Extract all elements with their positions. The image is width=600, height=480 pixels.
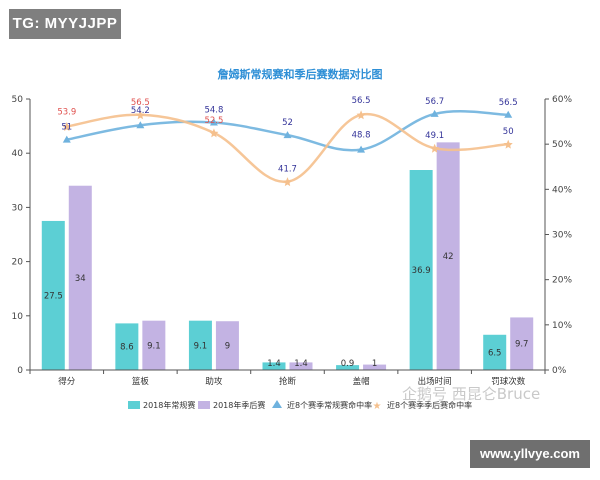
y-left-tick-label: 40 (12, 149, 24, 159)
y-right-tick-label: 30% (552, 231, 572, 241)
bar (289, 362, 313, 370)
chart-title: 詹姆斯常规赛和季后赛数据对比图 (218, 67, 383, 81)
bar (68, 185, 92, 370)
bar-value-label: 0.9 (341, 359, 355, 369)
line-value-label: 54.8 (204, 105, 223, 115)
line-value-label: 56.5 (499, 98, 518, 108)
line-point-marker (283, 177, 292, 187)
bar (510, 317, 534, 370)
bar-value-label: 9 (225, 342, 230, 352)
line-point-marker (283, 131, 292, 139)
line-point-marker (430, 109, 439, 117)
x-tick-label: 助攻 (205, 376, 223, 387)
line-value-label: 52 (282, 118, 293, 128)
bar (363, 364, 387, 370)
bar (483, 334, 507, 370)
bar-value-label: 9.1 (147, 341, 161, 351)
x-tick-label: 得分 (58, 376, 76, 387)
legend-swatch (198, 401, 210, 409)
x-tick-label: 篮板 (132, 376, 150, 387)
line-value-label: 56.5 (131, 98, 150, 108)
bar (41, 220, 65, 370)
bar-value-label: 42 (443, 252, 454, 262)
y-right-tick-label: 0% (552, 366, 567, 376)
line-point-marker (135, 110, 145, 120)
y-left-tick-label: 30 (12, 203, 24, 213)
bar-value-label: 1.4 (267, 359, 281, 369)
bar (188, 320, 212, 370)
x-tick-label: 盖帽 (353, 376, 370, 387)
line-point-marker (62, 135, 71, 143)
line-value-label: 53.9 (57, 108, 76, 118)
y-right-tick-label: 20% (552, 276, 572, 286)
x-tick-label: 罚球次数 (491, 376, 526, 387)
bar-value-label: 8.6 (120, 343, 134, 353)
legend-label: 2018年季后赛 (213, 400, 265, 410)
x-tick-label: 出场时间 (418, 376, 452, 387)
bar (436, 142, 460, 370)
legend-label: 近8个赛季季后赛命中率 (387, 400, 472, 410)
y-left-tick-label: 10 (12, 312, 24, 322)
y-right-tick-label: 60% (552, 95, 572, 105)
bar-value-label: 27.5 (44, 291, 63, 301)
bar-value-label: 36.9 (412, 266, 431, 276)
line-value-label: 54.2 (131, 106, 150, 116)
bar (115, 323, 139, 370)
bar (409, 170, 433, 370)
line-point-marker (430, 143, 440, 153)
bar-value-label: 9.1 (194, 341, 208, 351)
bar (336, 365, 360, 370)
bar (142, 320, 166, 370)
line-value-label: 41.7 (278, 165, 297, 175)
y-left-tick-label: 50 (12, 95, 24, 105)
tg-badge: TG: MYYJJPP (9, 9, 121, 39)
line-point-marker (136, 121, 145, 129)
line-point-marker (356, 110, 366, 120)
bar (215, 321, 239, 370)
bar (262, 362, 286, 370)
bar-value-label: 34 (75, 274, 86, 284)
y-right-tick-label: 50% (552, 140, 572, 150)
legend-swatch (272, 400, 282, 408)
bar-value-label: 1 (372, 359, 377, 369)
line-value-label: 52.5 (204, 116, 223, 126)
y-right-tick-label: 40% (552, 185, 572, 195)
legend-label: 近8个赛季常规赛命中率 (287, 400, 372, 410)
line-point-marker (504, 110, 513, 118)
line-point-marker (62, 122, 72, 132)
site-url-badge[interactable]: www.yllvye.com (470, 440, 590, 468)
line-point-marker (209, 118, 218, 126)
bar-value-label: 1.4 (294, 359, 308, 369)
y-left-tick-label: 0 (17, 366, 23, 376)
y-right-tick-label: 10% (552, 321, 572, 331)
line-value-label: 51 (61, 123, 72, 133)
line-point-marker (357, 145, 366, 153)
y-left-tick-label: 20 (12, 258, 24, 268)
x-tick-label: 抢断 (279, 376, 297, 387)
line-point-marker (503, 139, 513, 149)
line-point-marker (209, 128, 219, 138)
line-value-label: 49.1 (425, 131, 444, 141)
legend-swatch (128, 401, 140, 409)
line-value-label: 56.5 (352, 96, 371, 106)
legend-swatch: ★ (373, 401, 382, 412)
line-value-label: 48.8 (352, 131, 371, 141)
bar-value-label: 6.5 (488, 348, 502, 358)
watermark: 企鹅号 西昆仑Bruce (402, 385, 541, 403)
bar-value-label: 9.7 (515, 340, 529, 350)
line-value-label: 50 (503, 127, 514, 137)
legend-label: 2018年常规赛 (143, 400, 195, 410)
line-value-label: 56.7 (425, 97, 444, 107)
